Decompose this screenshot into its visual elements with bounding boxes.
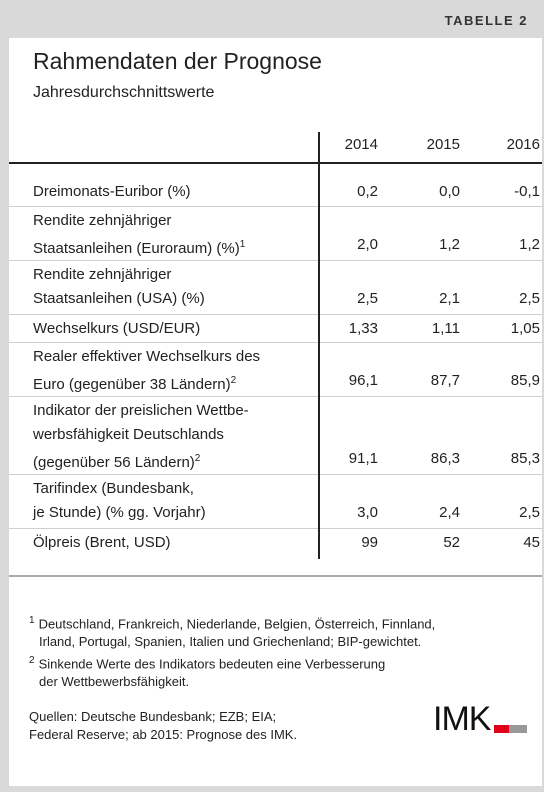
content: Rahmendaten der Prognose Jahresdurchschn…	[9, 38, 542, 786]
row-label: Wechselkurs (USD/EUR)	[33, 317, 200, 341]
footnote-line: Irland, Portugal, Spanien, Italien und G…	[39, 634, 422, 650]
row-label: Rendite zehnjähriger Staatsanleihen (USA)…	[33, 263, 205, 311]
cell-value: 1,11	[431, 320, 460, 337]
cell-value: 2,0	[357, 236, 378, 253]
label-line: Realer effektiver Wechselkurs des	[33, 348, 261, 365]
label-line: Wechselkurs (USD/EUR)	[33, 320, 201, 337]
header-rule	[9, 162, 542, 164]
cell-value: 52	[443, 534, 460, 551]
cell-value: 2,4	[439, 504, 460, 521]
footnote-marker: 2	[230, 375, 237, 386]
cell-value: 1,33	[348, 320, 378, 337]
row-label: Tarifindex (Bundesbank, je Stunde) (% gg.…	[33, 477, 206, 525]
label-line: (gegenüber 56 Ländern)2	[33, 453, 201, 471]
table-row: Realer effektiver Wechselkurs des Euro (g…	[9, 342, 542, 397]
logo-mark	[509, 725, 527, 733]
bottom-rule	[9, 575, 542, 577]
cell-value: 2,1	[439, 290, 460, 307]
cell-value: 1,2	[519, 236, 540, 253]
footnote-line: der Wettbewerbsfähigkeit.	[39, 674, 190, 690]
label-line: Dreimonats-Euribor (%)	[33, 183, 191, 200]
sources: Quellen: Deutsche Bundesbank; EZB; EIA; F…	[29, 708, 297, 744]
cell-value: 85,3	[510, 450, 540, 467]
cell-value: 91,1	[348, 450, 378, 467]
source-line: Federal Reserve; ab 2015: Prognose des I…	[29, 727, 298, 742]
row-label: Indikator der preislichen Wettbe-werbsfä…	[33, 399, 249, 475]
footnote-marker: 1	[239, 239, 246, 250]
cell-value: 0,2	[357, 183, 378, 200]
column-header: 2014	[344, 136, 378, 153]
cell-value: 3,0	[357, 504, 378, 521]
footnote-marker: 2	[29, 655, 35, 666]
table-label: TABELLE 2	[444, 13, 528, 28]
label-line: werbsfähigkeit Deutschlands	[33, 426, 224, 443]
label-line: Rendite zehnjähriger	[33, 212, 172, 229]
cell-value: 86,3	[430, 450, 460, 467]
row-label: Dreimonats-Euribor (%)	[33, 180, 191, 204]
cell-value: 0,0	[439, 183, 460, 200]
cell-value: 96,1	[348, 372, 378, 389]
footnote-line: 2 Sinkende Werte des Indikators bedeuten …	[29, 655, 386, 672]
footnote: 2 Sinkende Werte des Indikators bedeuten …	[29, 652, 385, 691]
divider	[318, 132, 320, 559]
cell-value: 1,05	[510, 320, 540, 337]
label-line: Ölpreis (Brent, USD)	[33, 534, 171, 551]
cell-value: 87,7	[430, 372, 460, 389]
table-row: Dreimonats-Euribor (%) 0,2 0,0 -0,1	[9, 178, 542, 206]
row-label: Ölpreis (Brent, USD)	[33, 531, 171, 555]
cell-value: 2,5	[519, 290, 540, 307]
footnote-line: 1 Deutschland, Frankreich, Niederlande, B…	[29, 615, 436, 632]
source-line: Quellen: Deutsche Bundesbank; EZB; EIA;	[29, 709, 277, 724]
label-line: Euro (gegenüber 38 Ländern)2	[33, 375, 237, 393]
cell-value: 99	[361, 534, 378, 551]
cell-value: 2,5	[357, 290, 378, 307]
table-row: Wechselkurs (USD/EUR) 1,33 1,11 1,05	[9, 314, 542, 343]
table-row: Ölpreis (Brent, USD) 99 52 45	[9, 528, 542, 557]
cell-value: 1,2	[439, 236, 460, 253]
label-line: je Stunde) (% gg. Vorjahr)	[33, 504, 206, 521]
row-label: Rendite zehnjähriger Staatsanleihen (Euro…	[33, 209, 245, 261]
label-line: Tarifindex (Bundesbank,	[33, 480, 194, 497]
cell-value: -0,1	[514, 183, 540, 200]
label-line: Indikator der preislichen Wettbe-	[33, 402, 249, 419]
label-line: Staatsanleihen (USA) (%)	[33, 290, 205, 307]
footnote: 1 Deutschland, Frankreich, Niederlande, B…	[29, 612, 435, 651]
title: Rahmendaten der Prognose	[33, 48, 322, 74]
column-header: 2015	[426, 136, 460, 153]
cell-value: 45	[523, 534, 540, 551]
table-row: Rendite zehnjähriger Staatsanleihen (USA)…	[9, 260, 542, 315]
row-label: Realer effektiver Wechselkurs des Euro (g…	[33, 345, 260, 397]
label-line: Staatsanleihen (Euroraum) (%)1	[33, 239, 246, 257]
footnote-marker: 1	[29, 615, 35, 626]
logo: IMK	[433, 700, 491, 738]
cell-value: 85,9	[510, 372, 540, 389]
label-line: Rendite zehnjähriger	[33, 266, 172, 283]
subtitle: Jahresdurchschnittswerte	[33, 84, 215, 101]
cell-value: 2,5	[519, 504, 540, 521]
logo-mark	[494, 725, 509, 733]
table-row: Rendite zehnjähriger Staatsanleihen (Euro…	[9, 206, 542, 261]
column-header: 2016	[506, 136, 540, 153]
table-row: Tarifindex (Bundesbank, je Stunde) (% gg.…	[9, 474, 542, 529]
table-row: Indikator der preislichen Wettbe-werbsfä…	[9, 396, 542, 475]
footnote-marker: 2	[194, 453, 201, 464]
